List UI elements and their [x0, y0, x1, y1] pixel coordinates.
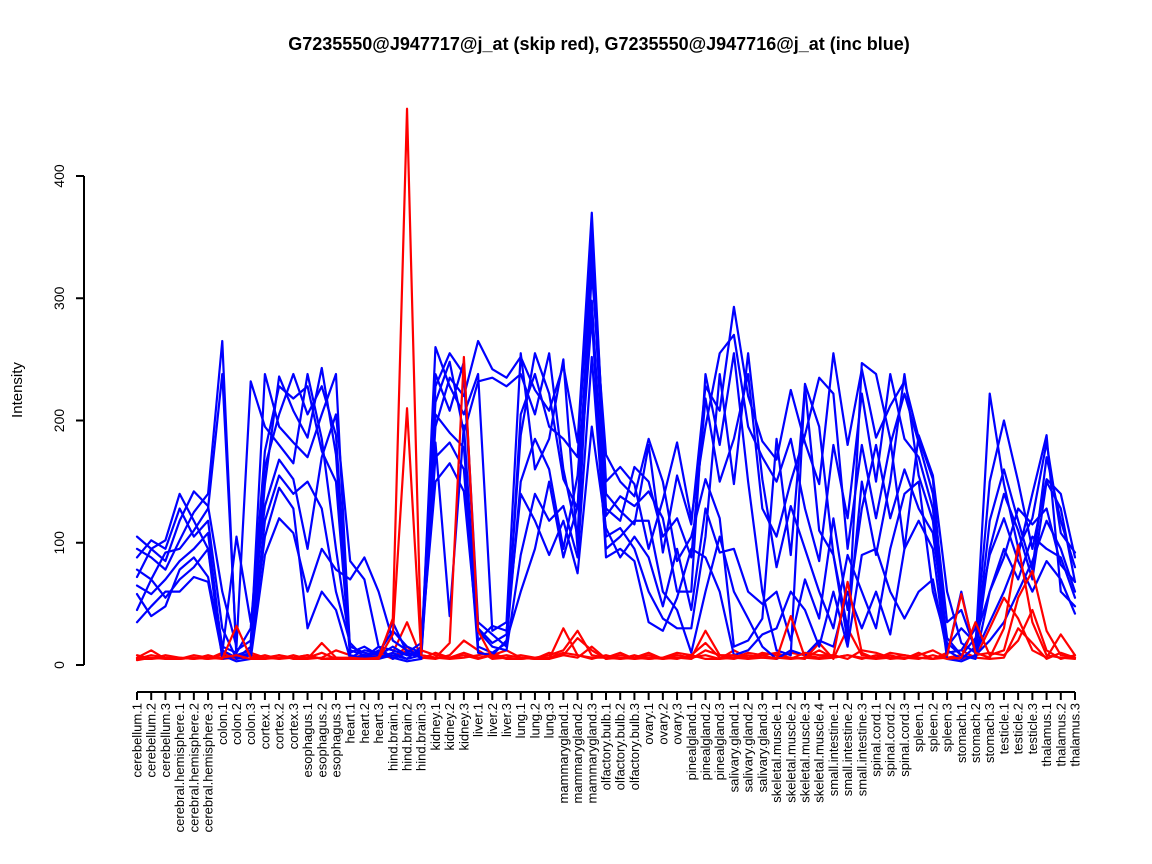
x-tick-label: thalamus.3 — [1068, 703, 1083, 767]
x-tick-label: hind.brain.1 — [385, 703, 400, 771]
x-tick-label: skeletal.muscle.2 — [783, 703, 798, 803]
x-axis: cerebellum.1 cerebellum.2 cerebellum.3 cere… — [130, 691, 1083, 832]
x-tick-label: mammarygland.3 — [584, 703, 599, 803]
x-tick-label: heart.2 — [357, 703, 372, 743]
x-tick-label: small.intestine.3 — [854, 703, 869, 796]
x-tick-label: spinal.cord.3 — [897, 703, 912, 777]
x-tick-label: spleen.3 — [940, 703, 955, 752]
series-lines — [135, 107, 1077, 663]
x-tick-label: stomach.3 — [982, 703, 997, 763]
x-tick-label: testicle.1 — [996, 703, 1011, 754]
x-tick-label: cerebral.hemisphere.1 — [172, 703, 187, 832]
x-tick-label: stomach.2 — [968, 703, 983, 763]
x-tick-label: lung.2 — [527, 703, 542, 738]
x-tick-label: kidney.1 — [428, 703, 443, 750]
x-tick-label: mammarygland.2 — [570, 703, 585, 803]
x-tick-label: thalamus.1 — [1039, 703, 1054, 767]
series-line-skip-red-2 — [135, 355, 1077, 660]
x-tick-label: cerebral.hemisphere.3 — [201, 703, 216, 832]
x-tick-label: spleen.1 — [911, 703, 926, 752]
series-line-inc-blue-9 — [135, 425, 1077, 660]
x-tick-label: salivary.gland.1 — [726, 703, 741, 792]
x-tick-label: kidney.2 — [442, 703, 457, 750]
x-tick-label: lung.1 — [513, 703, 528, 738]
x-tick-label: cortex.1 — [257, 703, 272, 749]
x-tick-label: spinal.cord.1 — [869, 703, 884, 777]
x-tick-label: esophagus.1 — [300, 703, 315, 777]
x-tick-label: kidney.3 — [456, 703, 471, 750]
x-tick-label: esophagus.2 — [314, 703, 329, 777]
x-tick-label: ovary.3 — [670, 703, 685, 745]
series-line-inc-blue-4 — [135, 270, 1077, 659]
x-tick-label: cerebellum.1 — [130, 703, 145, 777]
x-tick-label: hind.brain.3 — [414, 703, 429, 771]
x-tick-label: salivary.gland.3 — [755, 703, 770, 792]
x-tick-label: small.intestine.2 — [840, 703, 855, 796]
x-tick-label: spleen.2 — [925, 703, 940, 752]
x-tick-label: ovary.1 — [641, 703, 656, 745]
x-tick-label: cerebellum.2 — [144, 703, 159, 777]
x-tick-label: liver.1 — [471, 703, 486, 737]
x-tick-label: hind.brain.2 — [400, 703, 415, 771]
chart-title: G7235550@J947717@j_at (skip red), G72355… — [288, 34, 910, 54]
series-line-inc-blue-2 — [135, 245, 1077, 660]
x-tick-label: pinealgland.1 — [684, 703, 699, 780]
x-tick-label: olfactory.bulb.3 — [627, 703, 642, 790]
series-line-inc-blue-7 — [135, 315, 1077, 663]
x-tick-label: colon.2 — [229, 703, 244, 745]
y-tick-label: 100 — [51, 531, 67, 555]
series-line-inc-blue-8 — [135, 250, 1077, 659]
x-tick-label: lung.3 — [542, 703, 557, 738]
y-axis: 0 100 200 300 400 — [51, 164, 85, 669]
x-tick-label: small.intestine.1 — [826, 703, 841, 796]
x-tick-label: cortex.3 — [286, 703, 301, 749]
x-tick-label: colon.3 — [243, 703, 258, 745]
x-tick-label: pinealgland.2 — [698, 703, 713, 780]
x-tick-label: cerebellum.3 — [158, 703, 173, 777]
x-tick-label: skeletal.muscle.4 — [812, 703, 827, 803]
y-tick-label: 400 — [51, 164, 67, 188]
x-tick-label: skeletal.muscle.1 — [769, 703, 784, 803]
y-tick-label: 300 — [51, 286, 67, 310]
x-tick-label: skeletal.muscle.3 — [797, 703, 812, 803]
x-tick-label: cerebral.hemisphere.2 — [186, 703, 201, 832]
series-line-inc-blue-6 — [135, 229, 1077, 660]
series-line-skip-red-5 — [135, 627, 1077, 660]
x-tick-label: testicle.3 — [1025, 703, 1040, 754]
series-line-skip-red-4 — [135, 608, 1077, 660]
x-tick-label: esophagus.3 — [328, 703, 343, 777]
x-tick-label: spinal.cord.2 — [883, 703, 898, 777]
x-tick-label: thalamus.2 — [1053, 703, 1068, 767]
x-tick-label: heart.1 — [343, 703, 358, 743]
x-tick-label: ovary.2 — [655, 703, 670, 745]
x-tick-label: olfactory.bulb.1 — [599, 703, 614, 790]
x-tick-label: olfactory.bulb.2 — [613, 703, 628, 790]
x-tick-label: colon.1 — [215, 703, 230, 745]
x-tick-label: mammarygland.1 — [556, 703, 571, 803]
y-tick-label: 200 — [51, 409, 67, 433]
x-tick-label: liver.2 — [485, 703, 500, 737]
x-tick-label: stomach.1 — [954, 703, 969, 763]
x-tick-label: liver.3 — [499, 703, 514, 737]
x-tick-label: testicle.2 — [1011, 703, 1026, 754]
x-tick-label: salivary.gland.2 — [741, 703, 756, 792]
x-tick-label: cortex.2 — [272, 703, 287, 749]
y-tick-label: 0 — [51, 661, 67, 669]
y-axis-title: Intensity — [9, 362, 26, 418]
x-tick-label: heart.3 — [371, 703, 386, 743]
x-tick-label: pinealgland.3 — [712, 703, 727, 780]
